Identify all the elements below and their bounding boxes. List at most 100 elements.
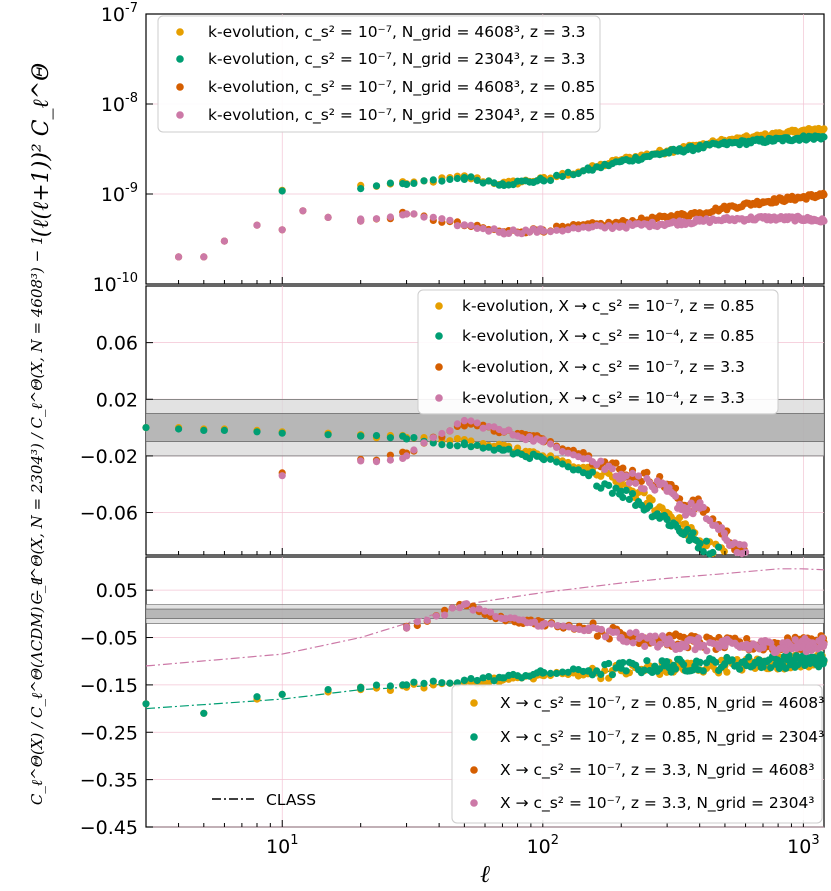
data-point — [553, 171, 561, 179]
data-point — [634, 472, 643, 480]
data-point — [649, 638, 657, 647]
data-point — [743, 635, 751, 643]
data-point — [429, 213, 437, 221]
y-tick-label: −0.25 — [80, 722, 138, 744]
data-point — [651, 632, 659, 640]
data-point — [738, 550, 746, 558]
middle-legend-label-4: k-evolution, X → c_s² = 10⁻⁴, z = 3.3 — [462, 389, 745, 408]
data-point — [278, 226, 286, 234]
data-point — [625, 495, 634, 503]
data-point — [569, 466, 578, 474]
data-point — [200, 426, 208, 434]
data-point — [460, 439, 468, 447]
y-tick-label: −0.06 — [80, 503, 138, 525]
data-point — [702, 537, 711, 545]
data-point — [446, 427, 454, 435]
data-point — [372, 182, 381, 190]
data-point — [597, 457, 605, 465]
data-point — [142, 424, 150, 432]
data-point — [460, 676, 468, 685]
data-point — [588, 468, 597, 476]
data-point — [712, 658, 720, 666]
data-point — [736, 665, 744, 673]
data-point — [593, 632, 602, 640]
data-point — [683, 525, 692, 534]
data-point — [700, 641, 708, 650]
y-tick-label: −0.15 — [80, 675, 138, 697]
data-point — [403, 623, 411, 631]
top-legend-label-1: k-evolution, c_s² = 10⁻⁷, N_grid = 4608³… — [208, 23, 586, 42]
data-point — [619, 659, 627, 667]
data-point — [745, 653, 753, 661]
data-point — [759, 663, 767, 671]
data-point — [540, 669, 548, 677]
data-point — [699, 667, 707, 675]
data-point — [473, 224, 481, 232]
data-point — [680, 661, 688, 669]
y-tick-label: −0.02 — [80, 446, 138, 468]
data-point — [420, 213, 428, 221]
data-point — [656, 640, 664, 648]
data-point — [553, 458, 561, 466]
bottom-legend-marker-3 — [470, 766, 478, 774]
data-point — [681, 520, 690, 528]
data-point — [643, 468, 651, 476]
data-point-layer — [142, 124, 828, 717]
data-point — [486, 608, 495, 616]
data-point — [564, 463, 572, 471]
data-point — [413, 618, 421, 626]
data-point — [456, 604, 464, 612]
data-point — [473, 176, 481, 184]
data-point — [463, 600, 471, 608]
data-point — [559, 622, 568, 630]
data-point — [446, 441, 454, 449]
data-point — [818, 654, 826, 662]
data-point — [541, 619, 549, 628]
data-point — [699, 548, 707, 556]
data-point — [357, 215, 365, 223]
data-point — [438, 429, 446, 438]
data-point — [324, 686, 332, 694]
data-point — [608, 671, 617, 679]
data-point — [453, 442, 461, 450]
data-point — [448, 604, 456, 612]
data-point — [490, 677, 498, 685]
y-tick-label: 10-8 — [101, 91, 138, 116]
y-tick-label: 0.02 — [96, 389, 138, 411]
data-point — [473, 676, 481, 685]
data-point — [717, 524, 726, 532]
data-point — [676, 514, 684, 522]
data-point — [558, 172, 567, 181]
data-point — [446, 175, 454, 183]
data-point — [689, 529, 697, 537]
data-point — [473, 441, 481, 449]
data-point — [819, 660, 827, 668]
data-point — [441, 611, 449, 619]
data-point — [558, 227, 567, 235]
data-point — [623, 638, 631, 646]
data-point — [485, 673, 493, 681]
data-point — [505, 445, 513, 453]
bottom-legend: X → c_s² = 10⁻⁷, z = 0.85, N_grid = 4608… — [451, 684, 824, 824]
data-point — [546, 669, 555, 678]
data-point — [546, 455, 555, 463]
y-tick-label: 10-10 — [93, 271, 138, 296]
data-point — [755, 656, 763, 664]
top-legend: k-evolution, c_s² = 10⁻⁷, N_grid = 4608³… — [157, 15, 601, 133]
data-point — [475, 605, 483, 613]
y-tick-label: −0.05 — [80, 628, 138, 650]
data-point — [423, 616, 431, 624]
data-point — [608, 489, 617, 497]
data-point — [460, 422, 468, 430]
data-point — [663, 515, 671, 523]
data-point — [819, 642, 828, 651]
data-point — [175, 425, 183, 433]
data-point — [612, 484, 620, 492]
data-point — [640, 666, 648, 674]
data-point — [467, 417, 475, 425]
data-point — [278, 472, 286, 480]
bottom-legend-label-1: X → c_s² = 10⁻⁷, z = 0.85, N_grid = 4608… — [500, 694, 824, 713]
data-point — [540, 456, 548, 464]
data-point — [479, 674, 487, 682]
data-point — [619, 464, 627, 472]
